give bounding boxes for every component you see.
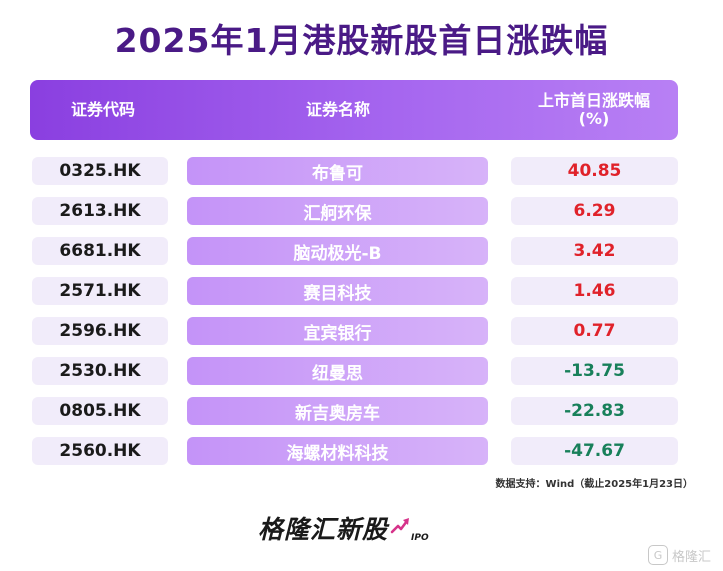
stock-name: 汇舸环保 (187, 197, 488, 225)
stock-code: 2613.HK (32, 197, 168, 225)
stock-code: 0805.HK (32, 397, 168, 425)
stock-code: 0325.HK (32, 157, 168, 185)
table-row: 2613.HK 汇舸环保 6.29 (0, 197, 723, 225)
stock-name: 新吉奥房车 (187, 397, 488, 425)
header-change: 上市首日涨跌幅 (%) (510, 80, 678, 140)
first-day-change: -22.83 (511, 397, 678, 425)
table-row: 2560.HK 海螺材料科技 -47.67 (0, 437, 723, 465)
table-row: 6681.HK 脑动极光-B 3.42 (0, 237, 723, 265)
stock-code: 2530.HK (32, 357, 168, 385)
brand-logo: 格隆汇新股 IPO (258, 510, 429, 546)
brand-name: 格隆汇新股 (258, 515, 389, 544)
header-code: 证券代码 (70, 100, 135, 119)
first-day-change: 3.42 (511, 237, 678, 265)
header-name: 证券名称 (305, 100, 370, 119)
stock-code: 2596.HK (32, 317, 168, 345)
stock-code: 6681.HK (32, 237, 168, 265)
table-row: 0805.HK 新吉奥房车 -22.83 (0, 397, 723, 425)
first-day-change: 0.77 (511, 317, 678, 345)
watermark-text: 格隆汇 (671, 549, 711, 565)
data-source-note: 数据支持：Wind（截止2025年1月23日） (495, 479, 693, 490)
stock-code: 2571.HK (32, 277, 168, 305)
page-title: 2025年1月港股新股首日涨跌幅 (114, 21, 609, 60)
stock-name: 布鲁可 (187, 157, 488, 185)
first-day-change: 6.29 (511, 197, 678, 225)
stock-code: 2560.HK (32, 437, 168, 465)
table-header: 证券代码 证券名称 上市首日涨跌幅 (%) (30, 80, 678, 140)
stock-name: 赛目科技 (187, 277, 488, 305)
table-row: 2530.HK 纽曼思 -13.75 (0, 357, 723, 385)
table-row: 2571.HK 赛目科技 1.46 (0, 277, 723, 305)
first-day-change: -47.67 (511, 437, 678, 465)
watermark: G 格隆汇 (647, 545, 711, 565)
header-change-label: 上市首日涨跌幅 (537, 91, 650, 110)
watermark-logo-icon: G (647, 545, 668, 565)
first-day-change: 1.46 (511, 277, 678, 305)
first-day-change: -13.75 (511, 357, 678, 385)
trend-arrow-icon (390, 518, 410, 534)
header-change-unit: (%) (578, 109, 610, 128)
first-day-change: 40.85 (511, 157, 678, 185)
stock-name: 海螺材料科技 (187, 437, 488, 465)
stock-name: 纽曼思 (187, 357, 488, 385)
brand-ipo-label: IPO (411, 533, 429, 543)
table-row: 0325.HK 布鲁可 40.85 (0, 157, 723, 185)
stock-name: 脑动极光-B (187, 237, 488, 265)
table-row: 2596.HK 宜宾银行 0.77 (0, 317, 723, 345)
stock-name: 宜宾银行 (187, 317, 488, 345)
